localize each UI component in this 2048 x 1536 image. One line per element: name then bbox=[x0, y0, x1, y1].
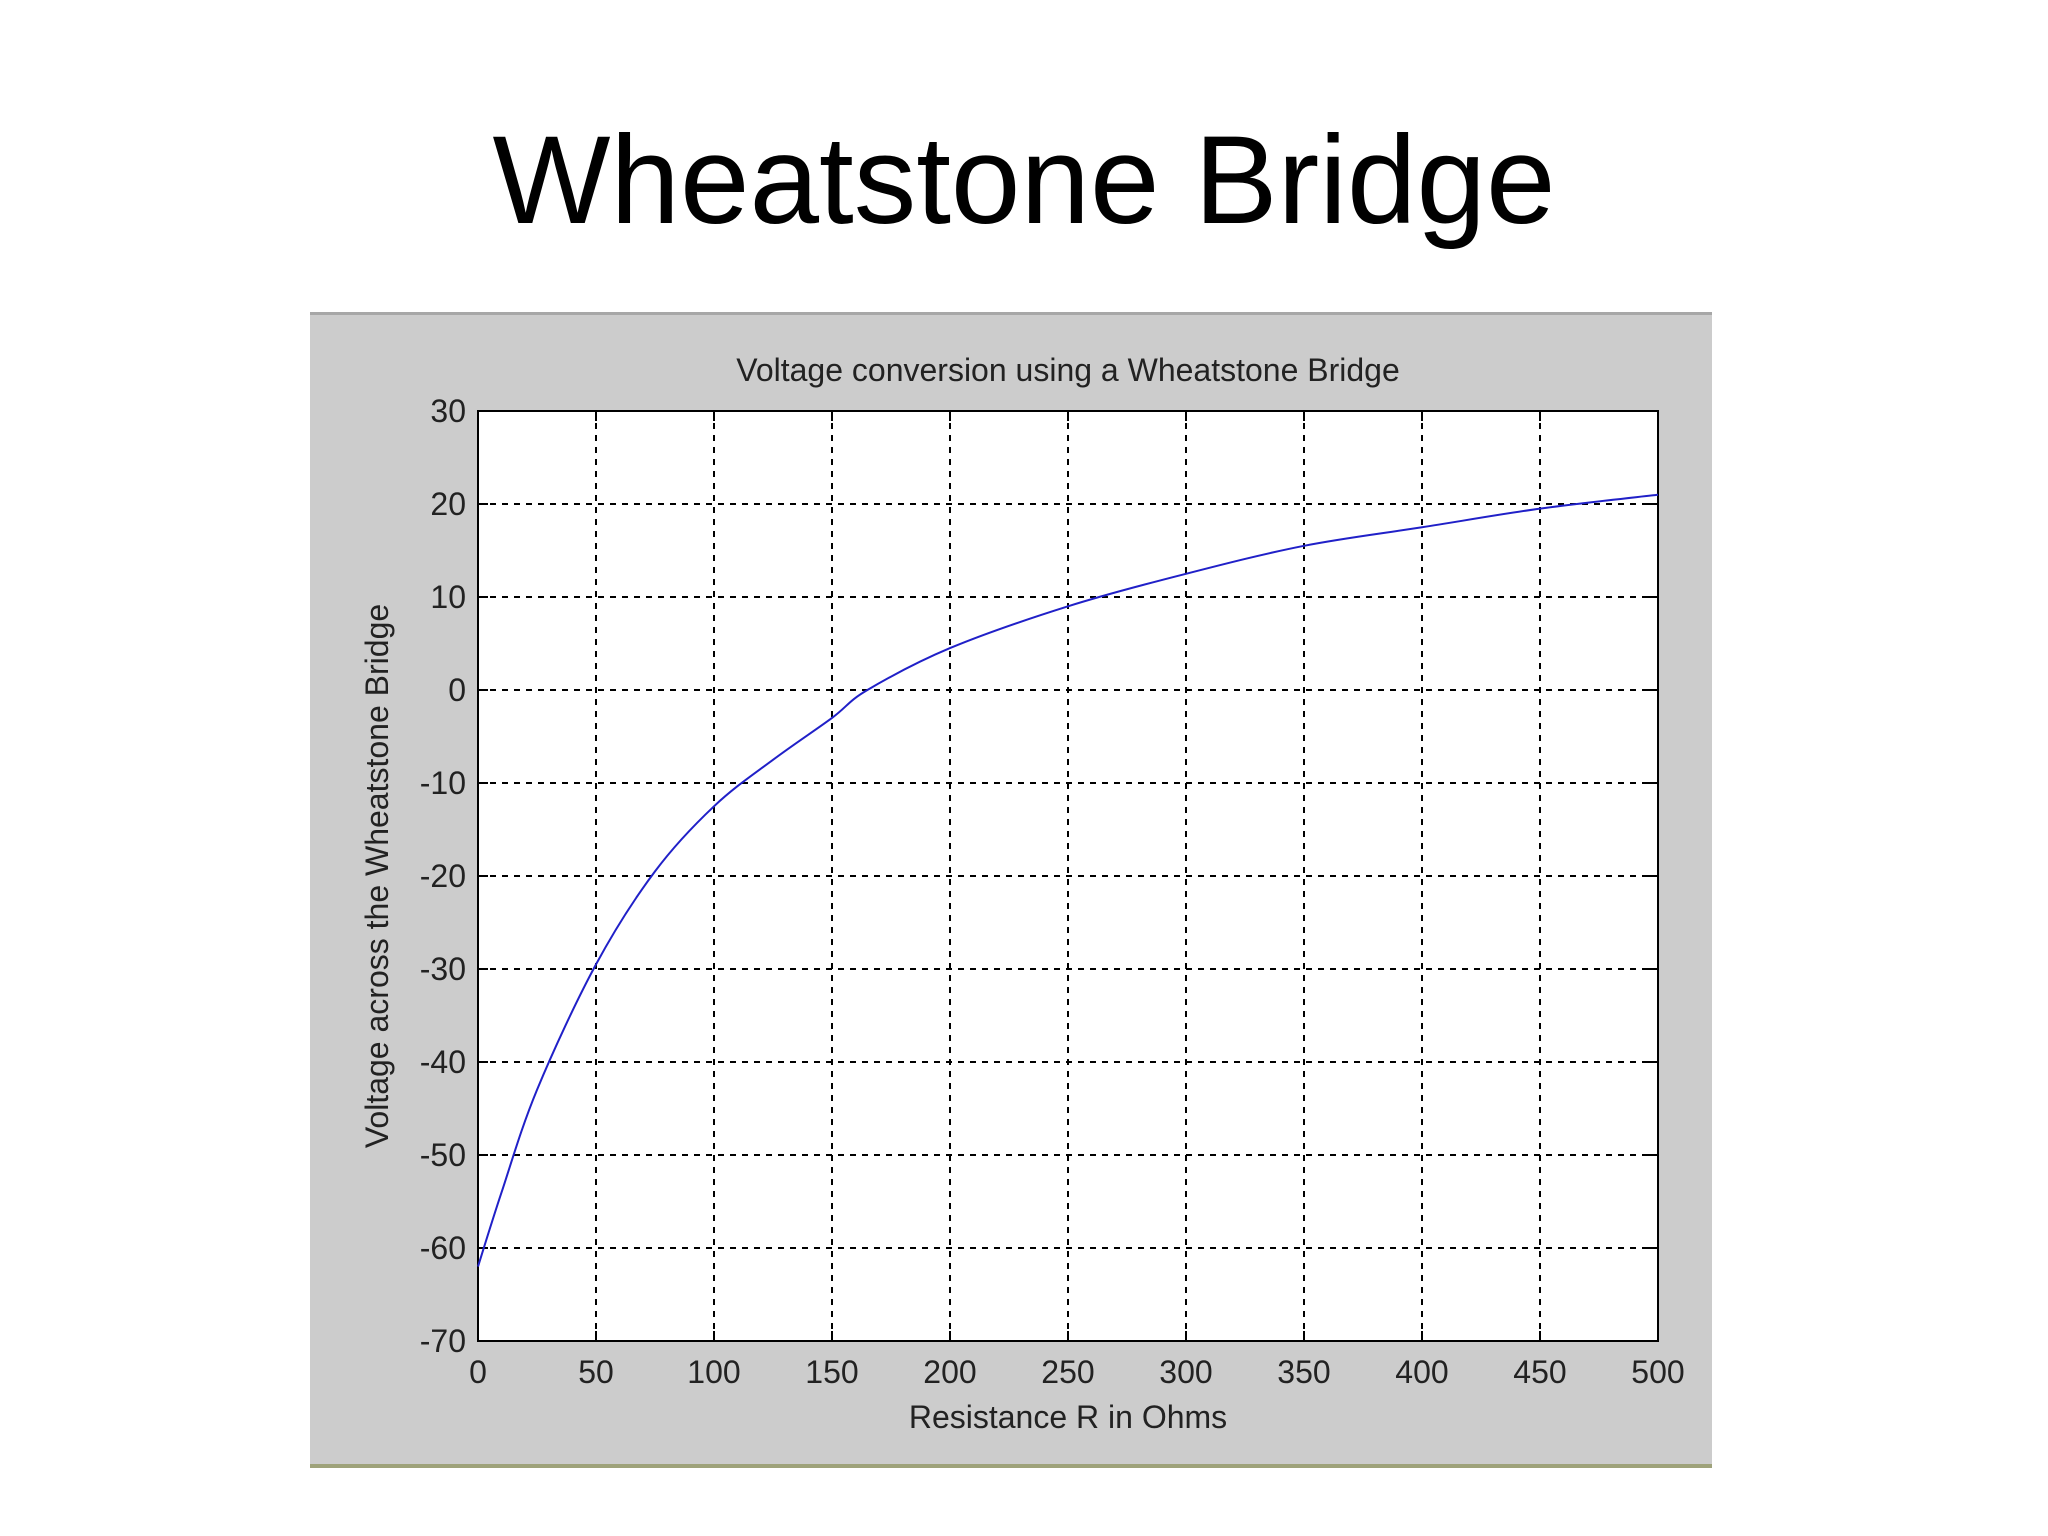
x-tick-label: 0 bbox=[469, 1354, 487, 1390]
x-tick-label: 300 bbox=[1159, 1354, 1212, 1390]
y-axis-label: Voltage across the Wheatstone Bridge bbox=[359, 604, 395, 1148]
figure-panel: 0 50 100 150 200 250 300 350 400 450 500 -70 -60 -50… bbox=[310, 312, 1712, 1468]
chart-title: Voltage conversion using a Wheatstone Br… bbox=[736, 352, 1400, 388]
grid-lines bbox=[478, 411, 1658, 1341]
x-tick-label: 150 bbox=[805, 1354, 858, 1390]
x-tick-label: 100 bbox=[687, 1354, 740, 1390]
x-tick-labels: 0 50 100 150 200 250 300 350 400 450 500 bbox=[469, 1354, 1685, 1390]
x-tick-label: 450 bbox=[1513, 1354, 1566, 1390]
y-tick-label: -70 bbox=[420, 1323, 466, 1359]
voltage-chart: 0 50 100 150 200 250 300 350 400 450 500 -70-60-50… bbox=[359, 352, 1685, 1435]
x-tick-label: 350 bbox=[1277, 1354, 1330, 1390]
y-tick-label: 20 bbox=[430, 486, 466, 522]
x-tick-label: 400 bbox=[1395, 1354, 1448, 1390]
y-tick-label: -50 bbox=[420, 1137, 466, 1173]
y-tick-labels: -70 -60 -50 -40 -30 -20 -10 0 10 20 30 bbox=[420, 393, 466, 1359]
y-tick-label: -20 bbox=[420, 858, 466, 894]
x-tick-label: 200 bbox=[923, 1354, 976, 1390]
slide-title: Wheatstone Bridge bbox=[492, 111, 1556, 250]
tick-marks bbox=[477, 410, 1659, 1342]
x-tick-label: 50 bbox=[578, 1354, 614, 1390]
series-line-voltage bbox=[477, 493, 1659, 1267]
y-tick-label: -30 bbox=[420, 951, 466, 987]
x-tick-label: 500 bbox=[1631, 1354, 1684, 1390]
y-tick-label: -40 bbox=[420, 1044, 466, 1080]
x-axis-label: Resistance R in Ohms bbox=[909, 1399, 1227, 1435]
x-tick-label: 250 bbox=[1041, 1354, 1094, 1390]
y-tick-label: -10 bbox=[420, 765, 466, 801]
y-tick-label: -60 bbox=[420, 1230, 466, 1266]
y-tick-label: 10 bbox=[430, 579, 466, 615]
y-tick-label: 0 bbox=[448, 672, 466, 708]
y-tick-label: 30 bbox=[430, 393, 466, 429]
